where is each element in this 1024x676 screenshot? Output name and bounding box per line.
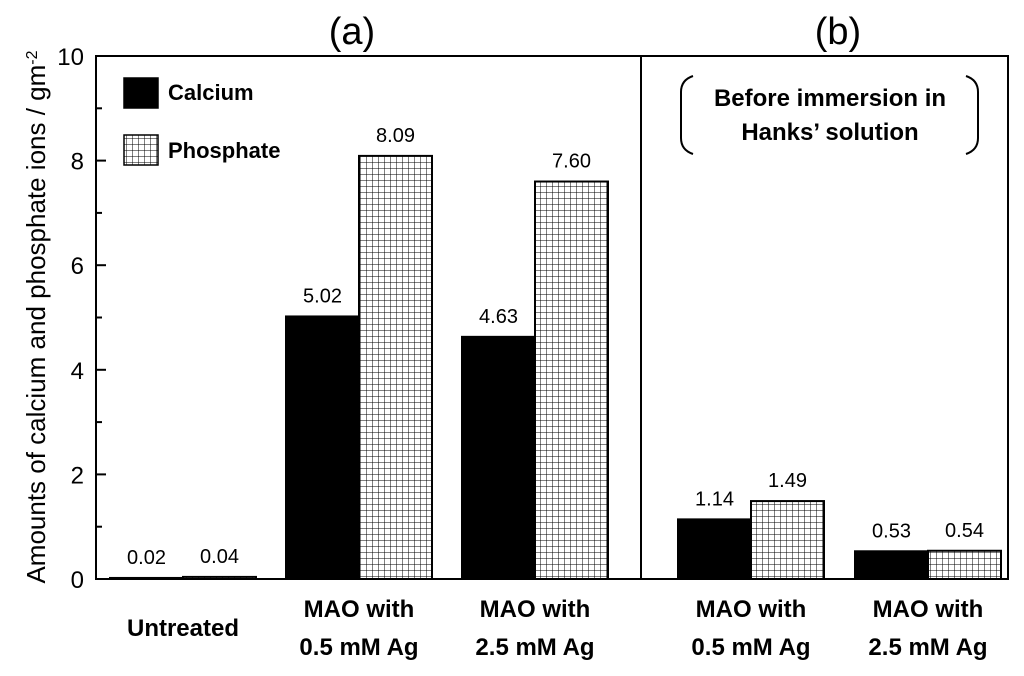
y-axis-label-text: Amounts of calcium and phosphate ions / … <box>21 65 51 584</box>
bar-calcium <box>677 518 752 580</box>
note-line-2: Hanks’ solution <box>741 119 918 146</box>
data-label-phosphate: 7.60 <box>552 151 591 173</box>
bar-phosphate <box>750 500 825 580</box>
data-label-phosphate: 1.49 <box>768 470 807 492</box>
data-label-phosphate: 0.04 <box>200 546 239 568</box>
category-label-line2: 0.5 mM Ag <box>691 634 810 661</box>
category-label-line1: MAO with <box>480 596 591 623</box>
y-tick-label: 0 <box>71 567 84 594</box>
category-label-line2: 2.5 mM Ag <box>868 634 987 661</box>
bar-calcium <box>461 335 536 581</box>
legend-swatch-phosphate <box>123 134 159 166</box>
y-axis-label: Amounts of calcium and phosphate ions / … <box>21 50 51 583</box>
bars-layer: 0.02 0.04 Untreated 5.02 8.09 MAO with 0.5 mM … <box>109 125 1002 661</box>
y-tick-label: 8 <box>71 149 84 176</box>
y-axis-label-superscript: -2 <box>24 50 41 64</box>
y-tick-label: 6 <box>71 253 84 280</box>
y-tick-label: 4 <box>71 358 84 385</box>
data-label-calcium: 1.14 <box>695 488 734 510</box>
note-bracket-right <box>965 75 979 155</box>
panel-a-title: (a) <box>329 11 375 53</box>
note-bracket-left <box>680 75 694 155</box>
bar-phosphate <box>927 549 1002 580</box>
category-label-line1: MAO with <box>696 596 807 623</box>
data-label-calcium: 0.02 <box>127 547 166 569</box>
data-label-phosphate: 8.09 <box>376 125 415 147</box>
note-line-1: Before immersion in <box>714 85 946 112</box>
y-tick-label: 2 <box>71 462 84 489</box>
panel-b-title: (b) <box>815 11 861 53</box>
panel-b-note: Before immersion in Hanks’ solution <box>680 75 979 155</box>
data-label-phosphate: 0.54 <box>945 520 984 542</box>
data-label-calcium: 4.63 <box>479 306 518 328</box>
y-tick-label: 10 <box>57 44 84 71</box>
bar-calcium <box>285 315 360 580</box>
bar-calcium <box>109 576 184 580</box>
bar-phosphate <box>182 575 257 581</box>
category-label-line1: MAO with <box>873 596 984 623</box>
category-label-line1: MAO with <box>304 596 415 623</box>
legend-label-calcium: Calcium <box>168 80 254 105</box>
category-label-line2: 0.5 mM Ag <box>299 634 418 661</box>
bar-calcium <box>854 550 929 581</box>
legend-swatch-calcium <box>123 77 159 109</box>
legend-label-phosphate: Phosphate <box>168 138 280 163</box>
category-label: Untreated <box>127 615 239 642</box>
data-label-calcium: 5.02 <box>303 285 342 307</box>
y-axis: 0 2 4 6 8 10 <box>57 44 106 594</box>
category-label-line2: 2.5 mM Ag <box>475 634 594 661</box>
bar-phosphate <box>534 180 609 581</box>
data-label-calcium: 0.53 <box>872 520 911 542</box>
bar-phosphate <box>358 154 433 580</box>
legend: Calcium Phosphate <box>123 77 280 166</box>
